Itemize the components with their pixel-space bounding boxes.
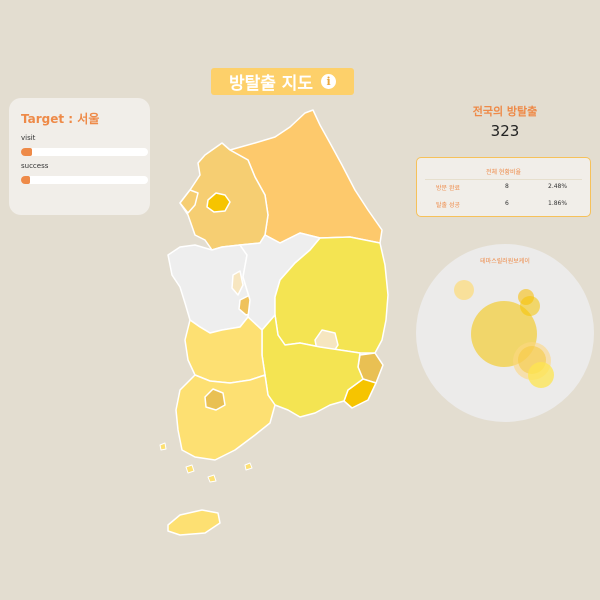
target-card: Target : 서울 visit success [9, 98, 150, 215]
map-region-seoul[interactable] [206, 192, 231, 213]
stats-row-label: 탈출 성공 [436, 202, 460, 209]
map-region-gwangju[interactable] [204, 388, 226, 411]
stats-title: 전체 현황비율 [485, 169, 522, 176]
map-region-jeonnam[interactable] [175, 374, 276, 461]
stats-row-rate: 2.48% [548, 183, 568, 190]
theme-bubble-chart: 테마스릴러원보케이 [416, 244, 594, 422]
stats-row-label: 방문 완료 [436, 185, 460, 192]
success-progress-track [21, 176, 148, 184]
stats-row-count: 6 [505, 200, 509, 207]
success-label: success [21, 162, 49, 170]
visit-progress-fill [21, 148, 33, 156]
target-title: Target : 서울 [21, 112, 100, 126]
success-progress-fill [21, 176, 30, 184]
nation-total-count: 323 [490, 122, 520, 140]
map-region-incheon[interactable] [179, 189, 199, 214]
visit-label: visit [21, 134, 36, 142]
stats-card: 전체 현황비율 방문 완료 8 2.48% 탈출 성공 6 1.86% [416, 157, 591, 217]
bubble[interactable] [528, 362, 554, 388]
map-region-islands [159, 442, 253, 483]
map-region-sejong[interactable] [231, 270, 244, 296]
bubble[interactable] [454, 280, 474, 300]
page-title: 방탈출 지도 [228, 74, 314, 94]
info-icon[interactable]: i [321, 74, 337, 89]
page-title-banner: 방탈출 지도 i [211, 68, 354, 95]
bubble-chart-title: 테마스릴러원보케이 [480, 258, 530, 265]
nation-title: 전국의 방탈출 [472, 105, 538, 118]
stats-divider [425, 179, 582, 180]
stats-row-rate: 1.86% [548, 200, 568, 207]
map-region-jeju[interactable] [167, 509, 221, 536]
korea-region-map [159, 109, 389, 536]
visit-progress-track [21, 148, 148, 156]
stats-row-count: 8 [505, 183, 509, 190]
